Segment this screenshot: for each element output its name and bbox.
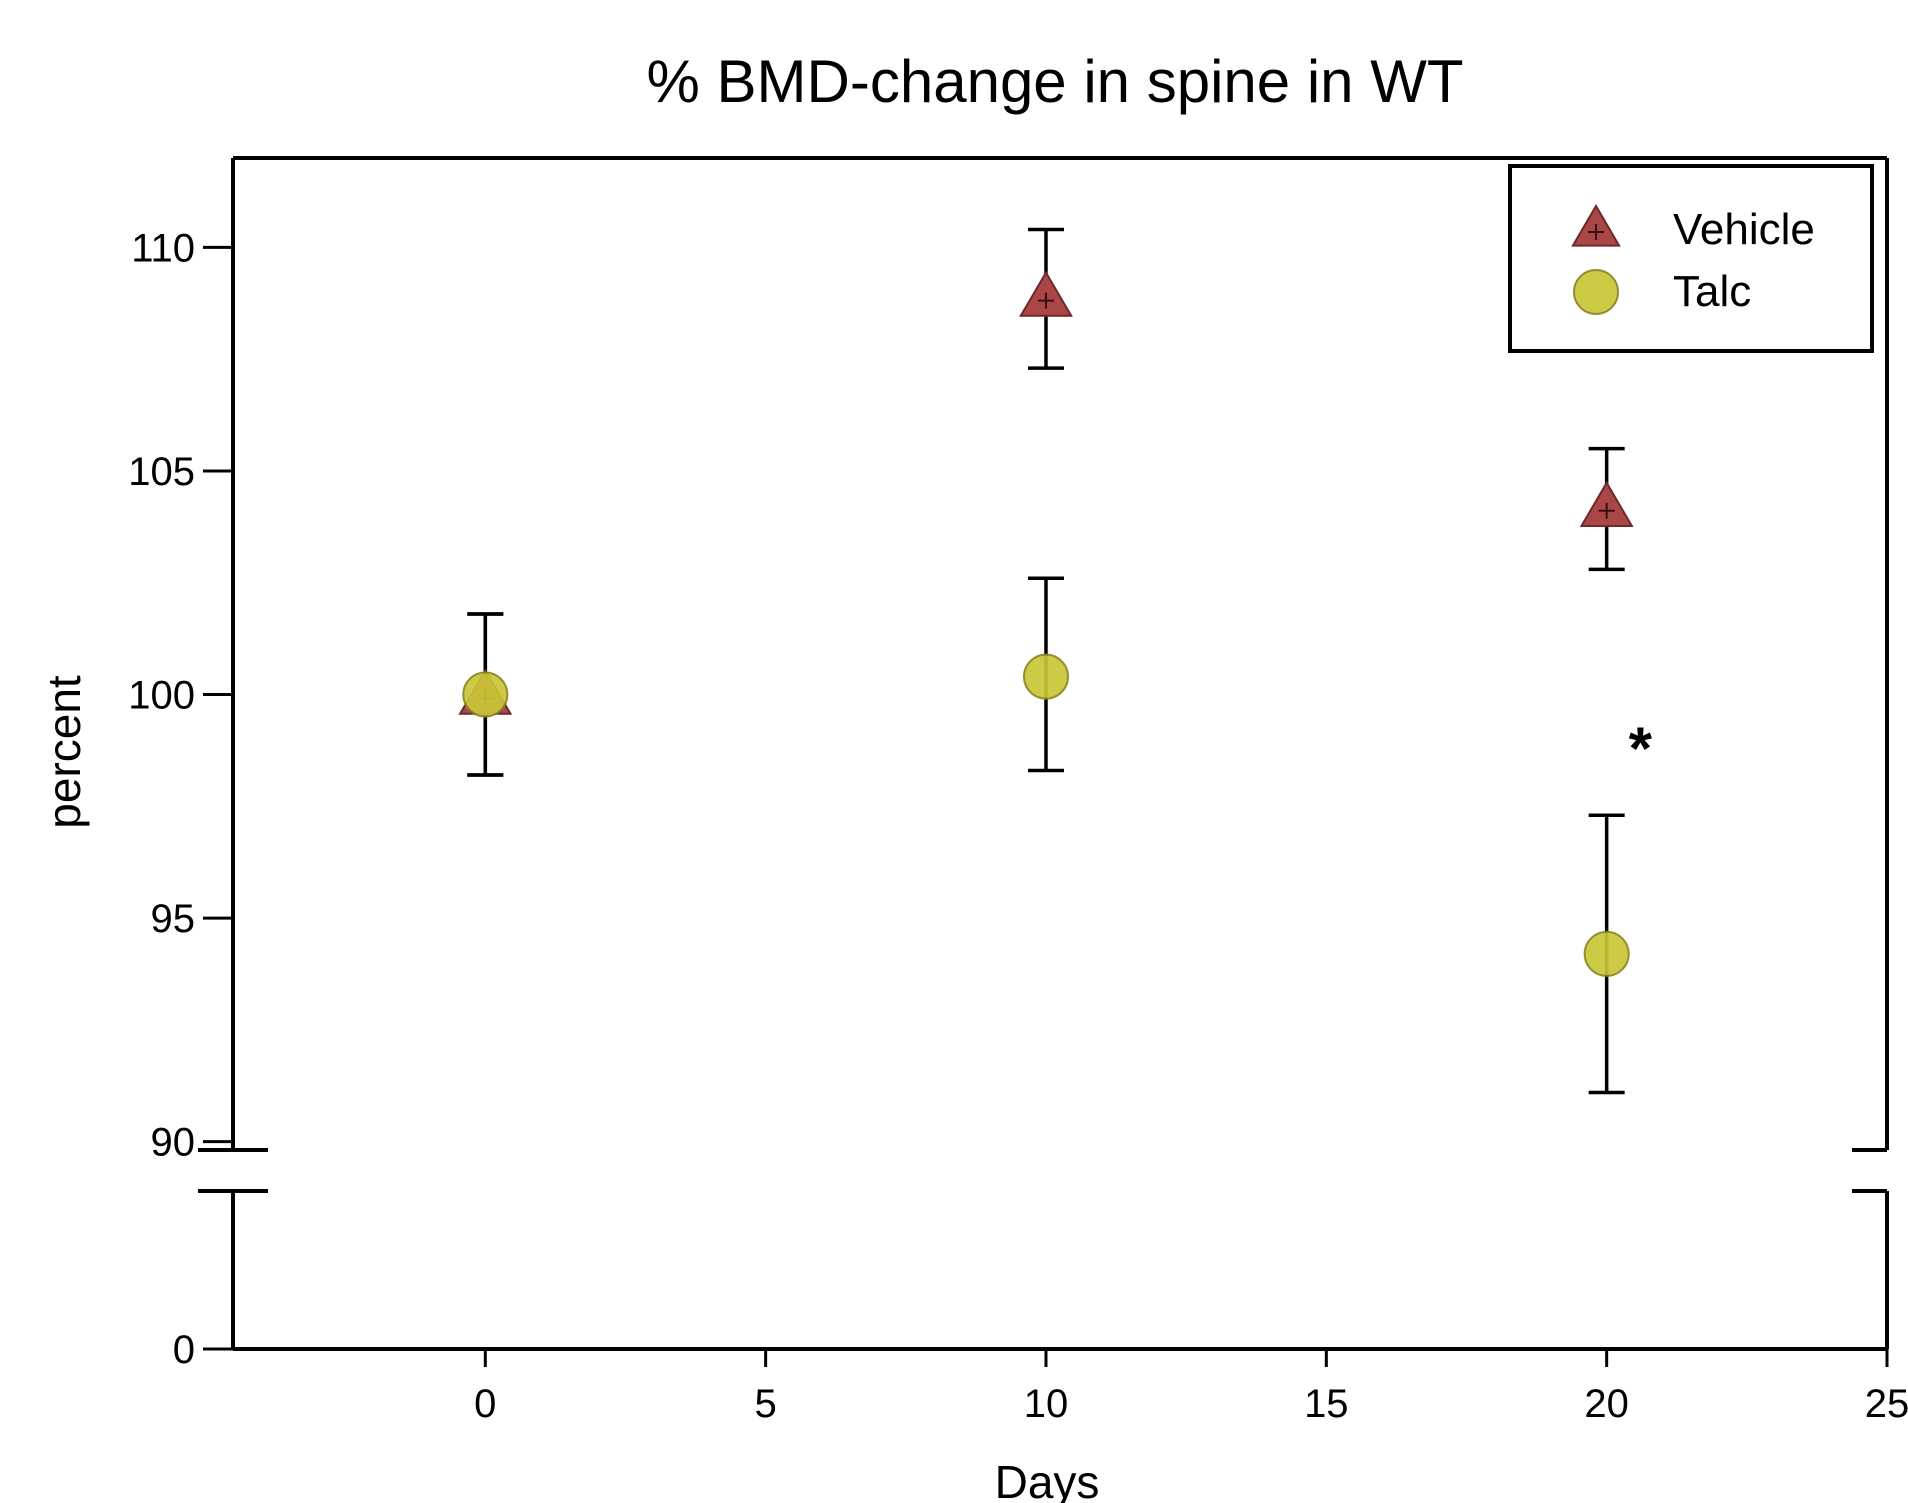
annotations: * [1629,715,1653,782]
y-tick-label-105: 105 [128,450,195,494]
x-tick-label-0: 0 [474,1382,496,1426]
legend-marker-vehicle [1571,204,1621,247]
legend-box [1508,164,1874,353]
x-tick-label-20: 20 [1584,1382,1629,1426]
axis-ticks: 0 5 10 15 20 25 0 90 95 100 105 110 [128,226,1908,1426]
y-tick-label-110: 110 [131,226,195,270]
legend-label-vehicle: Vehicle [1673,205,1815,254]
legend-label-talc: Talc [1673,267,1751,316]
point-vehicle-2 [1579,480,1634,527]
y-axis-label: percent [38,675,90,829]
y-tick-label-0: 0 [173,1328,195,1372]
annotation-0: * [1629,715,1653,782]
plot-frame [198,156,1889,1351]
legend-markers [1571,204,1621,315]
x-axis-label: Days [995,1456,1100,1503]
point-talc-0 [462,671,509,718]
point-talc-1 [1022,653,1069,700]
y-tick-label-95: 95 [151,897,196,941]
x-tick-label-10: 10 [1024,1382,1069,1426]
point-vehicle-1 [1019,270,1073,317]
point-talc-2 [1583,930,1630,977]
x-tick-label-5: 5 [755,1382,777,1426]
y-tick-label-100: 100 [128,674,195,718]
legend-marker-talc [1573,269,1619,315]
x-tick-label-25: 25 [1865,1382,1908,1426]
y-tick-label-90: 90 [151,1121,196,1165]
data-marks [458,227,1634,1095]
x-tick-label-15: 15 [1304,1382,1349,1426]
chart-title: % BMD-change in spine in WT [647,48,1464,115]
legend: Vehicle Talc [1508,164,1874,353]
